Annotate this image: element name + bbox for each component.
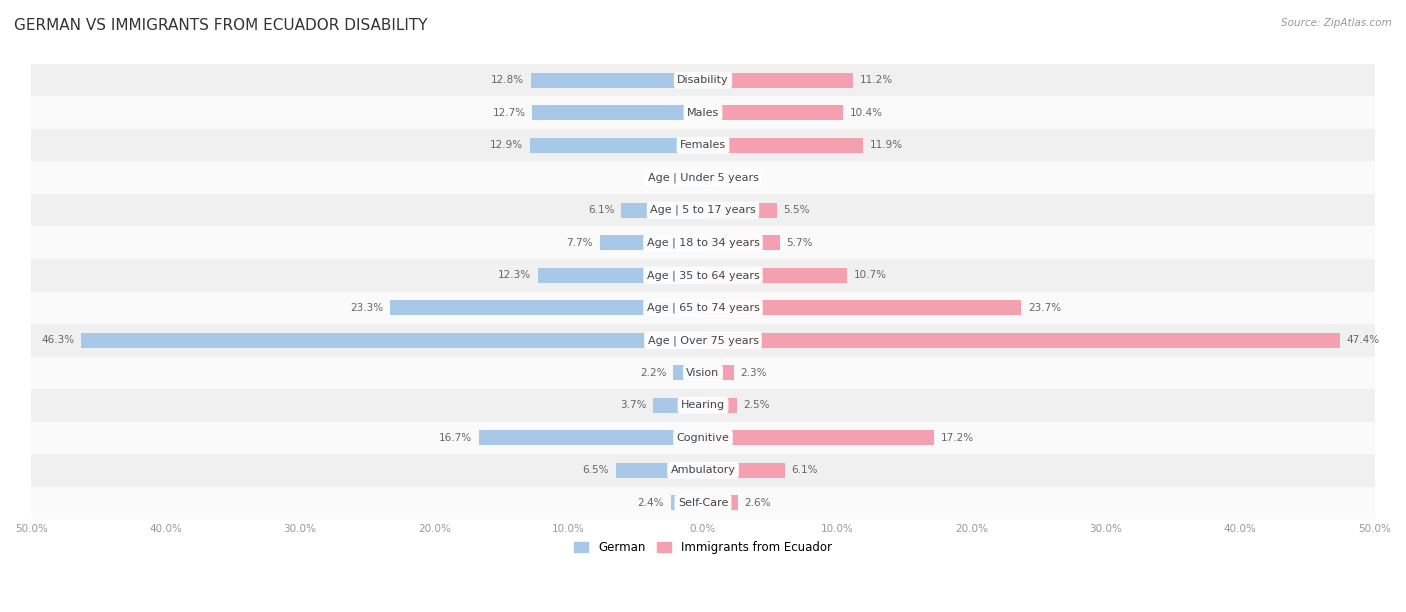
Bar [703, 496, 738, 510]
Text: 5.5%: 5.5% [783, 205, 810, 215]
Bar [703, 73, 853, 88]
Text: 3.7%: 3.7% [620, 400, 647, 410]
Bar [82, 333, 703, 348]
Text: 12.7%: 12.7% [492, 108, 526, 118]
Bar [31, 324, 1375, 357]
Bar [671, 496, 703, 510]
Text: 7.7%: 7.7% [567, 237, 593, 248]
Bar [616, 463, 703, 477]
Bar [599, 236, 703, 250]
Text: 47.4%: 47.4% [1347, 335, 1379, 345]
Bar [681, 170, 703, 185]
Bar [703, 463, 785, 477]
Bar [654, 398, 703, 412]
Text: 1.1%: 1.1% [724, 173, 751, 183]
Text: GERMAN VS IMMIGRANTS FROM ECUADOR DISABILITY: GERMAN VS IMMIGRANTS FROM ECUADOR DISABI… [14, 18, 427, 34]
Text: 11.9%: 11.9% [869, 140, 903, 150]
Text: 23.3%: 23.3% [350, 303, 384, 313]
Text: 17.2%: 17.2% [941, 433, 974, 443]
Text: 6.5%: 6.5% [582, 465, 609, 476]
Bar [703, 138, 863, 152]
Bar [389, 300, 703, 315]
Bar [703, 203, 778, 217]
Bar [530, 138, 703, 152]
Bar [31, 194, 1375, 226]
Bar [31, 129, 1375, 162]
Text: 11.2%: 11.2% [860, 75, 893, 85]
Bar [31, 64, 1375, 97]
Text: 1.7%: 1.7% [647, 173, 673, 183]
Text: Self-Care: Self-Care [678, 498, 728, 508]
Text: Source: ZipAtlas.com: Source: ZipAtlas.com [1281, 18, 1392, 28]
Text: 23.7%: 23.7% [1028, 303, 1062, 313]
Text: 46.3%: 46.3% [41, 335, 75, 345]
Text: Males: Males [688, 108, 718, 118]
Text: Disability: Disability [678, 75, 728, 85]
Text: Vision: Vision [686, 368, 720, 378]
Bar [31, 226, 1375, 259]
Text: 2.3%: 2.3% [741, 368, 768, 378]
Bar [621, 203, 703, 217]
Bar [703, 365, 734, 380]
Text: 2.4%: 2.4% [637, 498, 664, 508]
Bar [31, 422, 1375, 454]
Text: Females: Females [681, 140, 725, 150]
Bar [31, 454, 1375, 487]
Text: 2.2%: 2.2% [640, 368, 666, 378]
Text: 5.7%: 5.7% [786, 237, 813, 248]
Text: Ambulatory: Ambulatory [671, 465, 735, 476]
Text: Age | 18 to 34 years: Age | 18 to 34 years [647, 237, 759, 248]
Bar [478, 430, 703, 445]
Text: 12.9%: 12.9% [489, 140, 523, 150]
Text: Age | Under 5 years: Age | Under 5 years [648, 173, 758, 183]
Bar [703, 398, 737, 412]
Text: 12.3%: 12.3% [498, 271, 531, 280]
Bar [703, 268, 846, 283]
Text: Age | 35 to 64 years: Age | 35 to 64 years [647, 270, 759, 280]
Text: Age | Over 75 years: Age | Over 75 years [648, 335, 758, 346]
Bar [703, 236, 779, 250]
Bar [533, 105, 703, 120]
Text: 10.7%: 10.7% [853, 271, 886, 280]
Text: 2.5%: 2.5% [744, 400, 770, 410]
Text: 2.6%: 2.6% [745, 498, 770, 508]
Text: Cognitive: Cognitive [676, 433, 730, 443]
Bar [31, 389, 1375, 422]
Text: 12.8%: 12.8% [491, 75, 524, 85]
Bar [703, 170, 718, 185]
Text: 6.1%: 6.1% [588, 205, 614, 215]
Bar [703, 300, 1021, 315]
Bar [531, 73, 703, 88]
Bar [31, 259, 1375, 291]
Text: 16.7%: 16.7% [439, 433, 472, 443]
Legend: German, Immigrants from Ecuador: German, Immigrants from Ecuador [569, 536, 837, 559]
Bar [538, 268, 703, 283]
Bar [31, 162, 1375, 194]
Text: Age | 65 to 74 years: Age | 65 to 74 years [647, 302, 759, 313]
Bar [31, 291, 1375, 324]
Text: 6.1%: 6.1% [792, 465, 818, 476]
Bar [31, 357, 1375, 389]
Bar [31, 97, 1375, 129]
Bar [703, 105, 842, 120]
Bar [703, 333, 1340, 348]
Bar [31, 487, 1375, 519]
Bar [703, 430, 934, 445]
Text: 10.4%: 10.4% [849, 108, 883, 118]
Text: Age | 5 to 17 years: Age | 5 to 17 years [650, 205, 756, 215]
Bar [673, 365, 703, 380]
Text: Hearing: Hearing [681, 400, 725, 410]
